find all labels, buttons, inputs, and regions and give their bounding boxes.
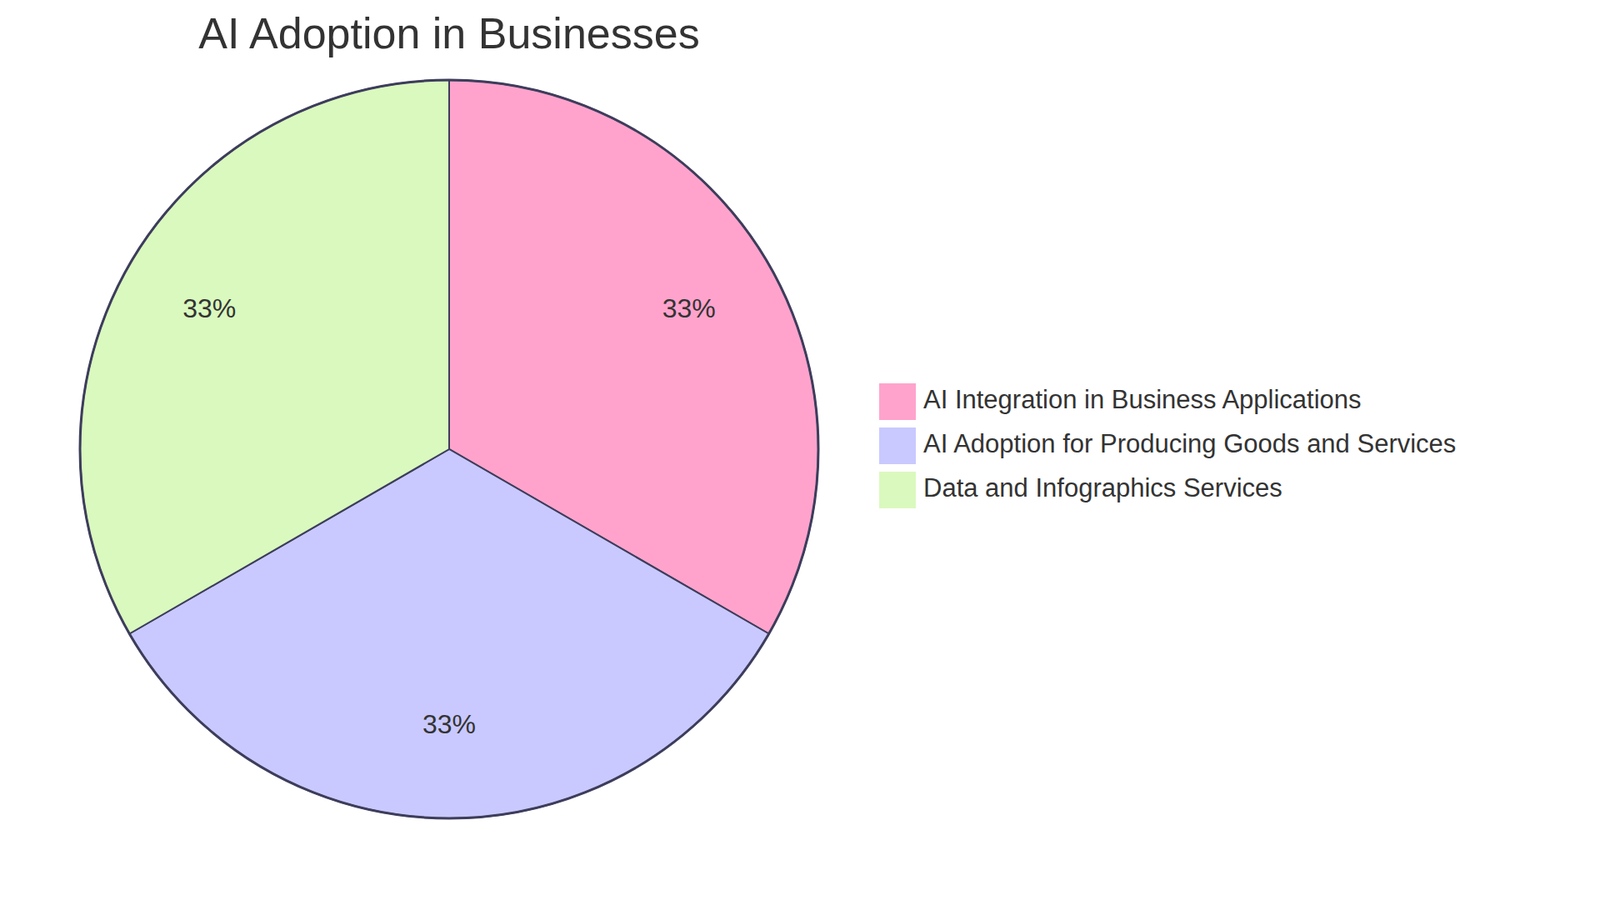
- legend-swatch: [879, 427, 916, 465]
- legend: AI Integration in Business Applications A…: [879, 383, 1456, 509]
- pie-slice: [80, 80, 450, 635]
- title: AI Adoption in Businesses: [198, 9, 700, 58]
- legend-item: Data and Infographics Services: [879, 471, 1283, 509]
- legend-label: Data and Infographics Services: [923, 473, 1283, 503]
- chart: AI Adoption in Businesses 33% 33% 33% AI Int…: [0, 0, 1600, 900]
- pie-outline: [80, 80, 819, 819]
- legend-label: AI Integration in Business Applications: [923, 385, 1362, 415]
- data-labels: 33% 33% 33%: [182, 293, 716, 739]
- legend-swatch: [879, 383, 916, 420]
- data-label: 33%: [662, 293, 716, 324]
- legend-item: AI Adoption for Producing Goods and Serv…: [879, 427, 1456, 465]
- legend-label: AI Adoption for Producing Goods and Serv…: [923, 429, 1456, 459]
- legend-swatch: [879, 471, 916, 509]
- legend-item: AI Integration in Business Applications: [879, 383, 1362, 420]
- data-label: 33%: [182, 293, 236, 324]
- data-label: 33%: [422, 709, 476, 740]
- pie: [80, 80, 819, 819]
